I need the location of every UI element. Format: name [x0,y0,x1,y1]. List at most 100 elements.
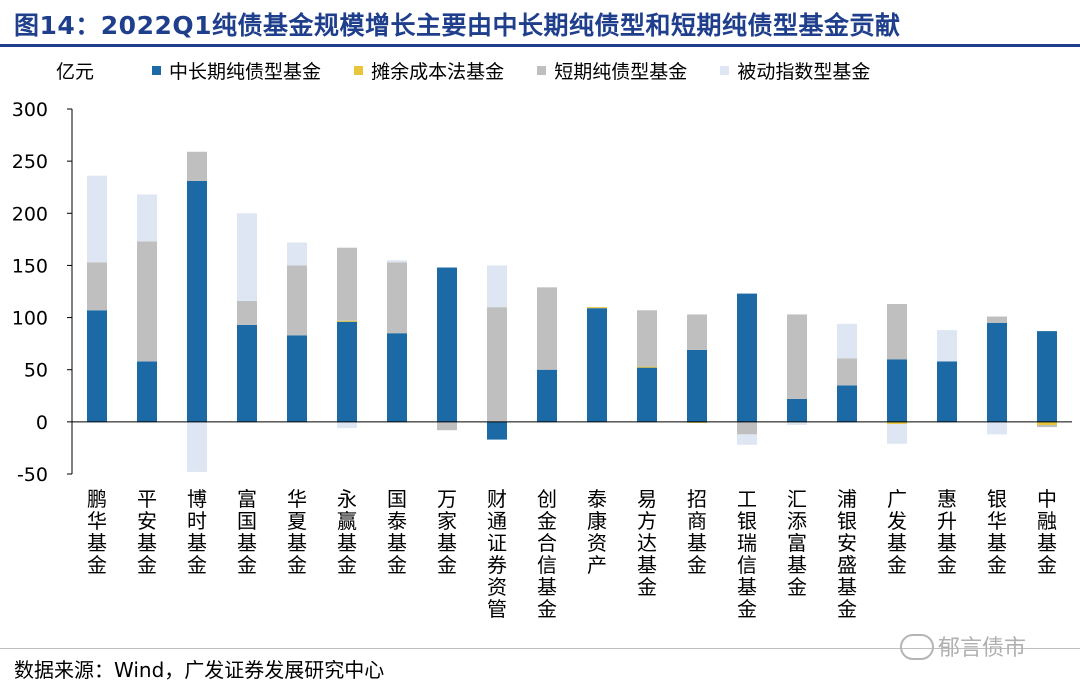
legend-swatch-short-term [537,66,547,75]
bar-segment-2-12 [637,366,657,368]
bar-segment-3-2 [137,241,157,362]
bar-segment-1-5 [287,335,307,422]
y-tick-label: 250 [12,151,48,173]
source-rule [0,648,1080,649]
legend-item-passive-index: 被动指数型基金 [720,57,870,84]
bar-segment-3-1 [87,262,107,311]
bar-segment-1-4 [237,324,257,422]
bar-segment-1-2 [137,361,157,422]
x-category-label: 汇添富基金 [787,487,807,599]
x-category-label: 财通证券资管 [487,487,507,621]
title-rule [0,44,1080,47]
bar-segment-3-14 [737,421,757,435]
legend-swatch-amortized [354,66,364,75]
bar-segment-4-2 [137,194,157,242]
y-tick-label: 50 [24,360,48,382]
bar-segment-4-3 [187,421,207,472]
legend-label-short-term: 短期纯债型基金 [554,61,688,83]
x-category-label: 易方达基金 [637,487,657,599]
legend-label-mid-long: 中长期纯债型基金 [169,61,322,83]
y-tick-label: 150 [12,255,48,277]
bar-segment-2-11 [587,307,607,309]
x-category-label: 广发基金 [887,487,907,577]
bar-segment-1-13 [687,349,707,422]
bar-segment-4-9 [487,265,507,308]
bar-segment-3-4 [237,300,257,325]
y-tick-label: -50 [17,464,48,486]
bar-segment-3-12 [637,310,657,367]
x-category-label: 中融基金 [1037,487,1057,577]
bar-segment-4-14 [737,434,757,445]
bar-segment-4-4 [237,213,257,301]
bar-segment-4-18 [937,330,957,362]
bar-segment-1-12 [637,367,657,422]
bar-segment-1-1 [87,310,107,422]
source-note: 数据来源：Wind，广发证券发展研究中心 [14,658,385,682]
y-tick-label: 100 [12,308,48,330]
bar-segment-3-15 [787,314,807,399]
y-tick-label: 300 [12,99,48,121]
bar-segment-3-10 [537,287,557,370]
legend-item-short-term: 短期纯债型基金 [537,57,687,84]
bar-segment-3-20 [1037,424,1057,428]
bar-segment-1-20 [1037,331,1057,422]
chart-title: 图14：2022Q1纯债基金规模增长主要由中长期纯债型和短期纯债型基金贡献 [14,11,901,40]
bar-segment-3-16 [837,358,857,386]
bar-segment-3-9 [487,307,507,422]
title-bar: 图14：2022Q1纯债基金规模增长主要由中长期纯债型和短期纯债型基金贡献 [0,0,1080,47]
x-category-label: 万家基金 [437,487,457,577]
legend-label-amortized: 摊余成本法基金 [371,61,505,83]
y-tick-label: 0 [36,412,48,434]
bar-segment-4-17 [887,423,907,444]
legend-label-passive-index: 被动指数型基金 [737,61,871,83]
watermark-text: 郁言债市 [938,636,1027,661]
x-category-label: 工银瑞信基金 [737,487,757,621]
bar-segment-4-15 [787,421,807,425]
bar-segment-3-3 [187,151,207,181]
bar-segment-1-14 [737,293,757,422]
bar-segment-3-19 [987,316,1007,323]
bar-segment-4-16 [837,323,857,359]
bar-segment-3-8 [437,421,457,431]
wechat-icon [900,634,934,660]
bar-segment-1-8 [437,267,457,422]
bar-segment-1-7 [387,333,407,422]
legend: 中长期纯债型基金 摊余成本法基金 短期纯债型基金 被动指数型基金 [152,57,898,84]
bar-segment-2-13 [687,421,707,423]
watermark: 郁言债市 [900,630,1026,662]
bar-segment-1-6 [337,321,357,422]
x-category-label: 银华基金 [987,487,1007,577]
bar-segment-1-11 [587,308,607,422]
x-category-label: 博时基金 [187,487,207,577]
x-category-label: 招商基金 [687,487,707,577]
x-category-label: 浦银安盛基金 [837,487,857,621]
y-tick-label: 200 [12,203,48,225]
bar-segment-4-5 [287,242,307,266]
x-category-label: 惠升基金 [937,487,957,577]
y-axis-unit: 亿元 [56,61,95,83]
bar-segment-2-6 [337,320,357,322]
bar-segment-2-20 [1037,421,1057,425]
x-category-label: 富国基金 [237,487,257,577]
legend-swatch-mid-long [152,66,161,75]
x-category-label: 创金合信基金 [537,487,557,621]
bar-segment-1-17 [887,359,907,422]
legend-item-mid-long: 中长期纯债型基金 [152,57,321,84]
bar-segment-4-1 [87,175,107,263]
legend-item-amortized: 摊余成本法基金 [354,57,504,84]
x-category-label: 永赢基金 [337,487,357,577]
x-category-label: 泰康资产 [587,487,607,577]
bar-segment-1-16 [837,385,857,422]
bar-segment-3-13 [687,314,707,350]
bar-segment-1-3 [187,180,207,422]
bar-segment-3-7 [387,262,407,334]
bar-segment-3-6 [337,247,357,321]
bar-segment-3-5 [287,265,307,336]
legend-swatch-passive-index [720,66,730,75]
bar-segment-4-6 [337,421,357,429]
bar-segment-1-19 [987,322,1007,422]
x-category-label: 鹏华基金 [87,487,107,577]
bar-segment-1-9 [487,421,507,440]
x-category-label: 平安基金 [137,487,157,577]
